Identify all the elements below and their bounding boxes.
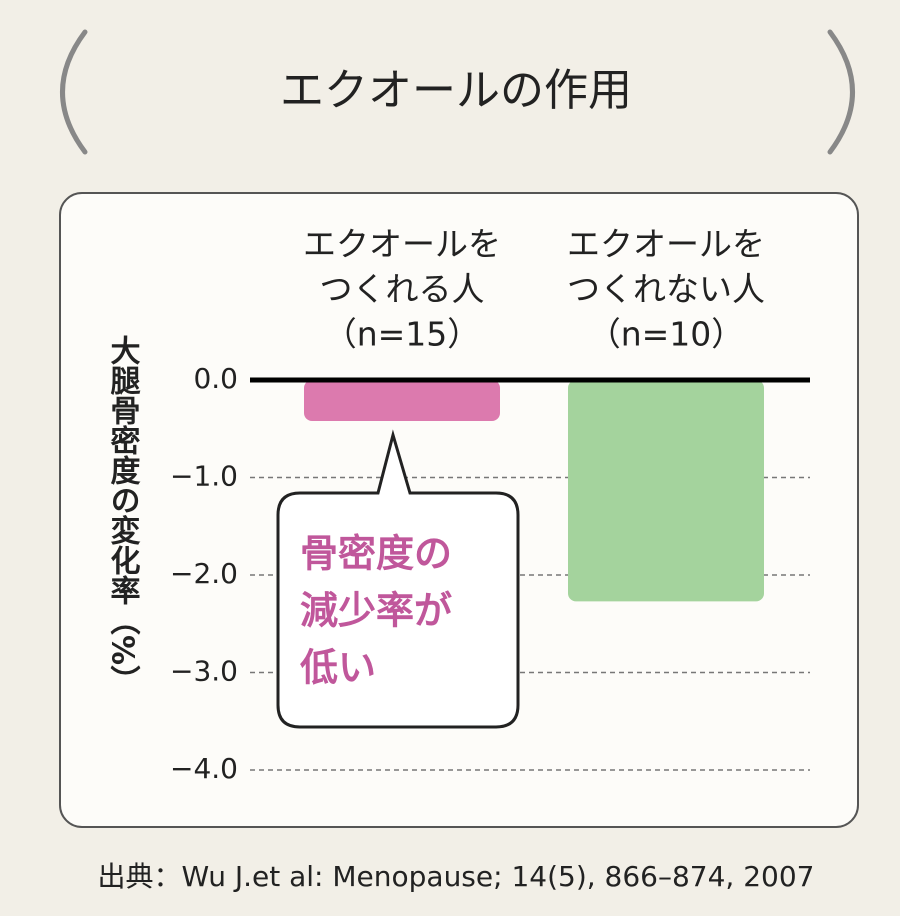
annotation: 減少率が: [300, 589, 452, 633]
annotation: 低い: [300, 646, 376, 690]
bracket-left: [60, 29, 88, 155]
y-tick-label: 0.0: [193, 362, 238, 395]
x-category-label: エクオールを: [567, 225, 765, 264]
y-tick-label: −3.0: [170, 655, 238, 688]
x-category-label: つくれない人: [567, 270, 765, 309]
bar: [304, 380, 500, 421]
bar: [568, 380, 764, 602]
y-tick-label: −4.0: [170, 752, 238, 785]
bracket-right: [827, 29, 855, 155]
x-category-label: つくれる人: [320, 270, 485, 309]
x-category-label: （n=15）: [324, 315, 481, 354]
callout: [276, 429, 520, 729]
y-axis-label: 大腿骨密度の変化率（%）: [105, 335, 141, 695]
y-tick-label: −1.0: [170, 460, 238, 493]
x-category-label: （n=10）: [588, 315, 745, 354]
source: 出典：Wu J.et al: Menopause; 14(5), 866–874…: [98, 860, 815, 893]
y-tick-label: −2.0: [170, 557, 238, 590]
chart-title: エクオールの作用: [280, 65, 632, 116]
annotation: 骨密度の: [300, 532, 452, 576]
x-category-label: エクオールを: [303, 225, 501, 264]
